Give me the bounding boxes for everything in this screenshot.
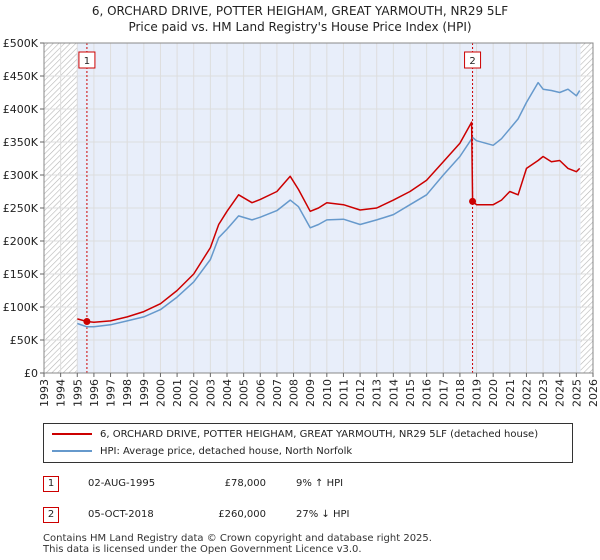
chart-title: 6, ORCHARD DRIVE, POTTER HEIGHAM, GREAT … [91,4,509,18]
x-tick-label: 1995 [71,379,84,407]
x-tick-label: 2013 [371,379,384,407]
transaction-badge: 1 [43,476,59,492]
transaction-row: 1 02-AUG-1995 £78,000 9% ↑ HPI [0,476,600,496]
x-tick-label: 1994 [55,379,68,407]
footer-licence: This data is licensed under the Open Gov… [43,544,362,555]
transaction-date: 05-OCT-2018 [88,509,154,520]
y-tick-label: £150K [3,268,39,281]
x-tick-label: 2005 [238,379,251,407]
x-tick-label: 2022 [520,379,533,407]
x-tick-label: 2014 [387,379,400,407]
x-tick-label: 2003 [204,379,217,407]
transaction-hpi-diff: 9% ↑ HPI [296,478,344,489]
x-tick-label: 1993 [38,379,51,407]
x-tick-label: 2018 [454,379,467,407]
chart-subtitle: Price paid vs. HM Land Registry's House … [128,20,472,34]
x-tick-label: 2004 [221,379,234,407]
x-tick-label: 2012 [354,379,367,407]
y-tick-label: £450K [3,70,39,83]
transaction-date: 02-AUG-1995 [88,478,156,489]
x-tick-label: 2007 [271,379,284,407]
x-tick-label: 2011 [337,379,350,407]
y-tick-label: £50K [10,334,39,347]
legend-swatch-hpi [52,450,92,452]
transaction-row: 2 05-OCT-2018 £260,000 27% ↓ HPI [0,507,600,527]
x-tick-label: 2025 [570,379,583,407]
x-tick-label: 2006 [254,379,267,407]
sale-label-frame [78,51,96,69]
sale-label-box: 2 [464,51,482,69]
y-tick-label: £100K [3,301,39,314]
y-tick-label: £200K [3,235,39,248]
x-tick-label: 2016 [421,379,434,407]
x-tick-label: 2001 [171,379,184,407]
y-tick-label: £300K [3,169,39,182]
x-tick-label: 2019 [471,379,484,407]
x-tick-label: 1996 [88,379,101,407]
x-tick-label: 2010 [321,379,334,407]
legend-item-property: 6, ORCHARD DRIVE, POTTER HEIGHAM, GREAT … [52,427,538,443]
x-tick-label: 2009 [304,379,317,407]
x-tick-label: 1997 [105,379,118,407]
x-tick-label: 1999 [138,379,151,407]
x-tick-label: 2026 [587,379,600,407]
x-tick-label: 2000 [154,379,167,407]
legend-swatch-property [52,433,92,435]
x-tick-label: 2024 [554,379,567,407]
x-tick-label: 2015 [404,379,417,407]
x-tick-label: 2008 [288,379,301,407]
footer-copyright: Contains HM Land Registry data © Crown c… [43,533,432,544]
transaction-hpi-diff: 27% ↓ HPI [296,509,350,520]
x-tick-label: 2021 [504,379,517,407]
sale-label-number: 2 [469,56,475,67]
legend: 6, ORCHARD DRIVE, POTTER HEIGHAM, GREAT … [43,423,573,463]
transaction-price: £78,000 [224,478,266,489]
legend-label-property: 6, ORCHARD DRIVE, POTTER HEIGHAM, GREAT … [100,429,539,440]
sale-label-number: 1 [84,56,90,67]
x-tick-label: 2017 [437,379,450,407]
x-tick-label: 2020 [487,379,500,407]
sale-label-box: 1 [78,51,96,69]
legend-item-hpi: HPI: Average price, detached house, Nort… [52,444,352,460]
sale-label-frame [464,51,482,69]
x-tick-label: 1998 [121,379,134,407]
y-tick-label: £500K [3,37,39,50]
x-tick-label: 2002 [188,379,201,407]
y-tick-label: £250K [3,202,39,215]
y-tick-label: £400K [3,103,39,116]
price-chart: 1 2 £0 £50K £100K £150K £200K £250K £300K £350K £… [3,37,600,407]
legend-label-hpi: HPI: Average price, detached house, Nort… [100,446,353,457]
property-price-line [77,121,581,323]
transaction-badge: 2 [43,507,59,523]
x-tick-label: 2023 [537,379,550,407]
hpi-line [77,81,581,328]
sale-point [469,197,477,205]
y-tick-label: £0 [24,367,38,380]
sale-point [83,318,91,326]
y-tick-label: £350K [3,136,39,149]
transaction-price: £260,000 [218,509,266,520]
